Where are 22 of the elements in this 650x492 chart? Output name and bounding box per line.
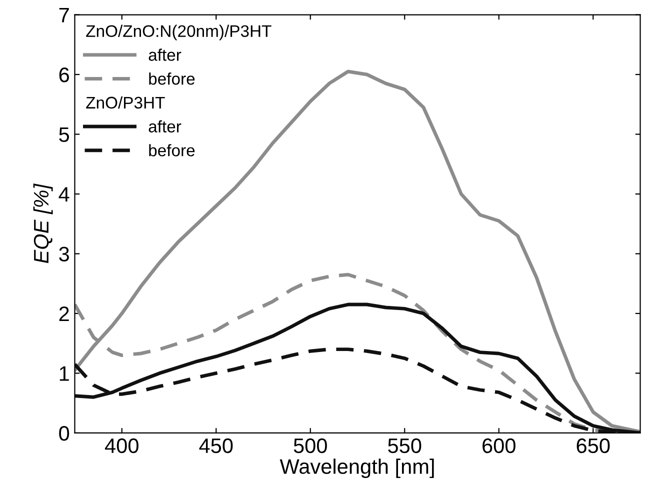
y-tick-label: 7	[59, 8, 69, 22]
x-tick-label: 500	[294, 438, 327, 454]
y-tick-label: 5	[59, 127, 70, 142]
x-tick-label: 650	[576, 438, 610, 454]
y-tick-label: 6	[59, 68, 69, 82]
annotation: ZnO/P3HT	[86, 96, 165, 109]
x-tick-label: 600	[482, 438, 516, 454]
y-tick-label: 1	[60, 366, 69, 381]
legend-label: before	[149, 144, 195, 156]
y-tick-label: 0	[59, 426, 70, 441]
x-axis-title: Wavelength [nm]	[280, 458, 434, 478]
x-tick-label: 450	[199, 438, 233, 454]
y-tick-label: 2	[59, 306, 69, 322]
y-tick-label: 3	[59, 246, 69, 262]
x-tick-label: 400	[104, 438, 138, 454]
legend-label: after	[148, 120, 182, 132]
y-axis-title: EQE [%]	[33, 184, 53, 264]
annotation: ZnO/ZnO:N(20nm)/P3HT	[86, 24, 272, 40]
legend-label: before	[149, 72, 195, 85]
legend-label: after	[148, 48, 182, 61]
x-tick-label: 550	[388, 438, 422, 454]
y-tick-label: 4	[58, 187, 70, 202]
